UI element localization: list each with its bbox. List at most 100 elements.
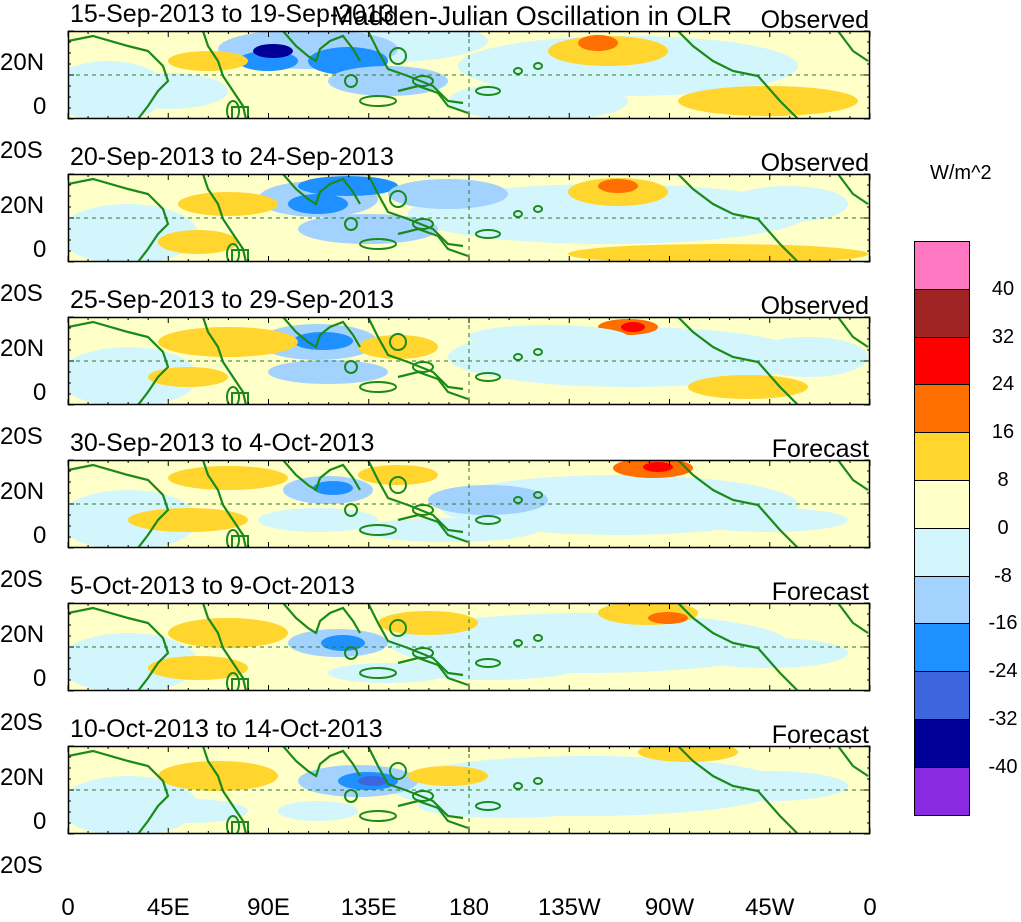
panel-kind-label: Forecast xyxy=(771,578,869,606)
latitude-label: 20N xyxy=(0,621,45,648)
island-outline xyxy=(359,810,397,822)
colorbar-level-label: 8 xyxy=(997,469,1009,491)
colorbar-swatch xyxy=(914,384,970,434)
longitude-label: 45E xyxy=(146,894,190,921)
anomaly-contour xyxy=(148,367,228,387)
island-outline xyxy=(226,386,240,405)
anomaly-contour xyxy=(168,51,248,71)
island-outline xyxy=(533,634,543,642)
colorbar-swatch xyxy=(914,480,970,529)
anomaly-contour xyxy=(688,375,808,399)
latitude-label: 20S xyxy=(0,852,43,879)
island-outline xyxy=(513,782,523,790)
anomaly-contour xyxy=(268,360,388,384)
island-outline xyxy=(513,639,523,647)
colorbar-level-label: 24 xyxy=(991,373,1015,396)
latitude-label: 20N xyxy=(0,478,45,505)
island-outline xyxy=(389,333,407,351)
colorbar-swatch xyxy=(914,432,970,481)
island-outline xyxy=(389,190,407,208)
island-outline xyxy=(226,243,240,262)
island-outline xyxy=(533,62,543,70)
anomaly-contour xyxy=(408,766,488,786)
anomaly-contour xyxy=(321,635,365,651)
island-outline xyxy=(226,529,240,548)
anomaly-contour xyxy=(258,508,378,532)
island-outline xyxy=(475,372,501,382)
olr-anomaly-map xyxy=(67,745,871,835)
coastline xyxy=(397,656,469,687)
latitude-label: 20S xyxy=(0,137,43,164)
island-outline xyxy=(226,815,240,834)
coastline xyxy=(397,370,469,401)
anomaly-contour xyxy=(728,186,848,222)
map-panel-5: 5-Oct-2013 to 9-Oct-2013 Forecast 20N 0 20S xyxy=(0,572,900,735)
anomaly-contour xyxy=(548,36,668,66)
colorbar-swatch xyxy=(914,288,970,338)
island-outline xyxy=(475,515,501,525)
colorbar-level-label: 40 xyxy=(991,277,1015,300)
latitude-label: 20N xyxy=(0,335,45,362)
coastline xyxy=(367,603,464,677)
coastline xyxy=(837,174,869,205)
coastline xyxy=(282,174,361,206)
colorbar-level-label: -24 xyxy=(988,660,1018,683)
anomaly-contour xyxy=(458,36,798,96)
anomaly-contour xyxy=(298,214,438,244)
colorbar-level-label: 16 xyxy=(991,421,1015,444)
coastline xyxy=(677,317,799,405)
anomaly-contour xyxy=(748,337,868,377)
island-outline xyxy=(359,667,397,679)
panel-date-range: 15-Sep-2013 to 19-Sep-2013 xyxy=(70,0,394,28)
coastline xyxy=(837,746,869,777)
island-outline xyxy=(389,47,407,65)
anomaly-contour xyxy=(168,618,288,648)
anomaly-contour xyxy=(358,465,438,485)
colorbar-swatch xyxy=(914,575,970,625)
coastline xyxy=(282,746,361,778)
anomaly-contour xyxy=(688,771,848,801)
anomaly-contour xyxy=(158,230,238,254)
coastline xyxy=(397,513,469,544)
panel-date-range: 10-Oct-2013 to 14-Oct-2013 xyxy=(70,715,383,743)
island-outline xyxy=(533,348,543,356)
latitude-label: 0 xyxy=(33,379,47,406)
latitude-label: 20S xyxy=(0,280,43,307)
coastline xyxy=(68,177,170,262)
anomaly-contour xyxy=(278,801,358,821)
coastline xyxy=(837,603,869,634)
latitude-label: 0 xyxy=(33,808,47,835)
colorbar-level-label: -8 xyxy=(994,564,1012,587)
map-panel-2: 20-Sep-2013 to 24-Sep-2013 Observed 20N 0 20… xyxy=(0,143,900,306)
coastline xyxy=(282,460,361,492)
coastline xyxy=(68,34,170,119)
panel-kind-label: Observed xyxy=(760,292,869,320)
latitude-label: 0 xyxy=(33,522,47,549)
island-outline xyxy=(412,504,434,516)
coastline xyxy=(367,317,464,391)
island-outline xyxy=(513,496,523,504)
latitude-label: 20S xyxy=(0,566,43,593)
anomaly-contour xyxy=(293,332,353,350)
colorbar-swatch xyxy=(914,241,970,290)
olr-anomaly-map xyxy=(67,30,871,120)
island-outline xyxy=(513,210,523,218)
colorbar-level-label: -16 xyxy=(988,612,1018,635)
anomaly-contour xyxy=(158,327,298,357)
island-outline xyxy=(344,360,358,374)
island-outline xyxy=(389,476,407,494)
anomaly-contour xyxy=(378,611,478,635)
colorbar-units: W/m^2 xyxy=(930,162,992,184)
anomaly-contour xyxy=(598,179,638,193)
anomaly-contour xyxy=(358,335,438,359)
colorbar-level-label: 32 xyxy=(991,325,1015,348)
latitude-label: 20S xyxy=(0,423,43,450)
latitude-label: 20N xyxy=(0,764,45,791)
colorbar-swatch xyxy=(914,671,970,720)
anomaly-contour xyxy=(288,194,348,214)
coastline xyxy=(282,31,361,63)
island-outline xyxy=(533,491,543,499)
map-panel-3: 25-Sep-2013 to 29-Sep-2013 Observed 20N 0 20… xyxy=(0,286,900,449)
island-outline xyxy=(344,789,358,803)
coastline xyxy=(282,317,361,349)
